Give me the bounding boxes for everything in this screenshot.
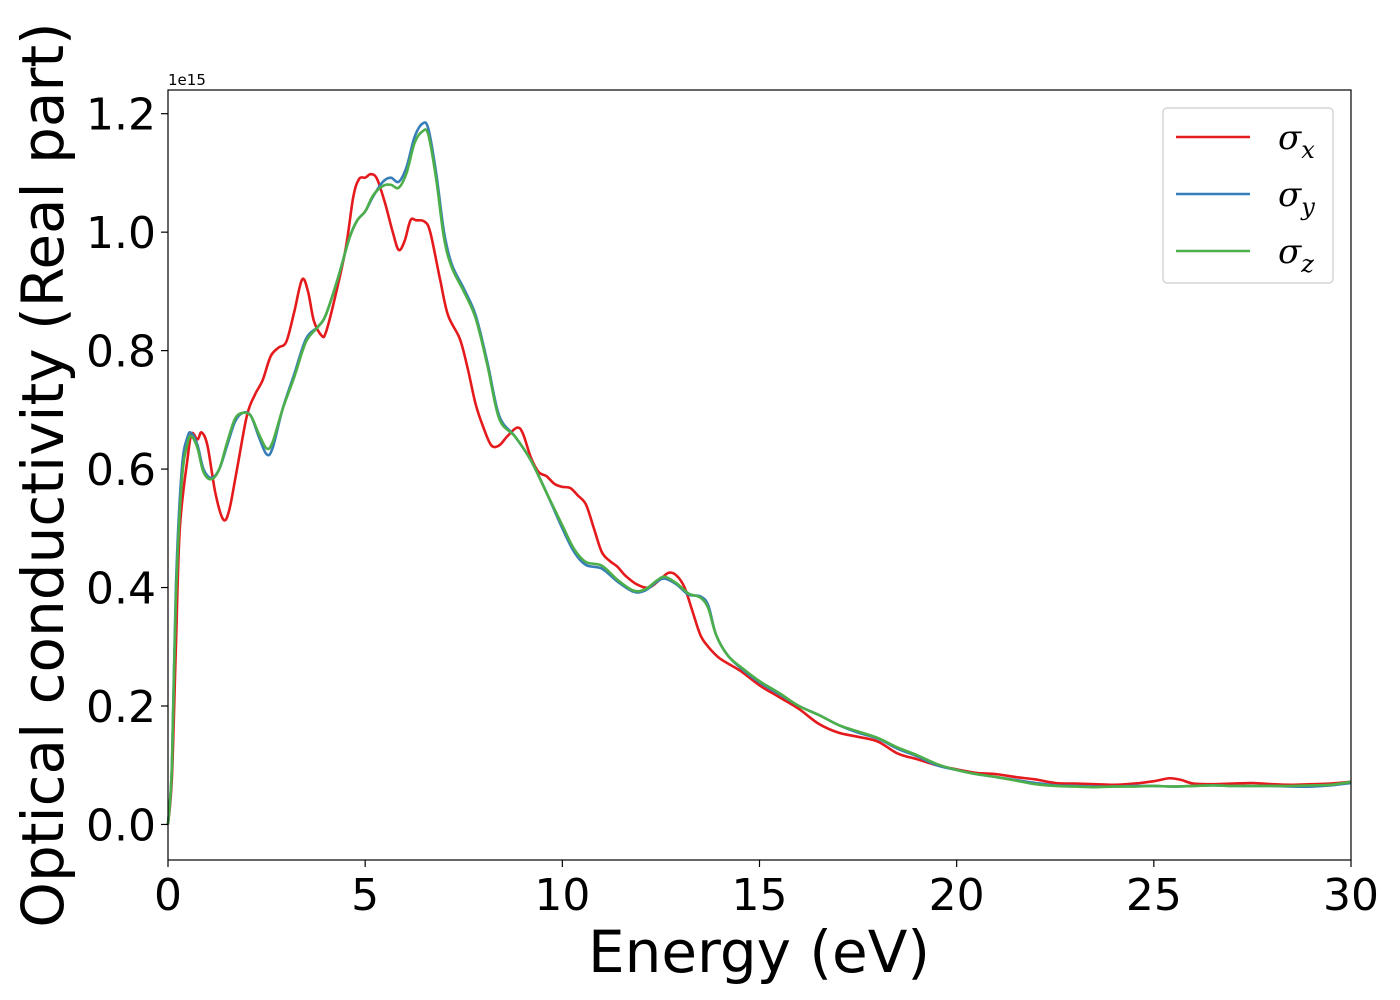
x-tick-label: 15 bbox=[732, 870, 788, 921]
series-line-x bbox=[166, 172, 1352, 825]
y-tick-label: 1.2 bbox=[86, 90, 156, 141]
x-tick-label: 0 bbox=[154, 870, 182, 921]
y-tick-label: 0.2 bbox=[86, 682, 156, 733]
legend-box bbox=[1162, 107, 1334, 284]
x-tick-label: 5 bbox=[351, 870, 379, 921]
x-axis-ticks: 0 5 10 15 20 25 30 bbox=[154, 860, 1379, 921]
y-tick-label: 0.0 bbox=[86, 800, 156, 851]
legend-label-z: σz bbox=[1278, 232, 1314, 278]
x-tick-label: 20 bbox=[929, 870, 985, 921]
x-tick-label: 25 bbox=[1126, 870, 1182, 921]
y-tick-label: 0.6 bbox=[86, 445, 156, 496]
y-offset-label: 1e15 bbox=[168, 71, 206, 89]
y-axis-title: Optical conductivity (Real part) bbox=[9, 22, 77, 927]
y-tick-label: 0.8 bbox=[86, 327, 156, 378]
x-axis-title: Energy (eV) bbox=[588, 918, 930, 986]
x-tick-label: 30 bbox=[1323, 870, 1379, 921]
y-tick-label: 1.0 bbox=[86, 208, 156, 259]
series-layer bbox=[166, 121, 1352, 825]
x-tick-label: 10 bbox=[534, 870, 590, 921]
series-line-z bbox=[166, 128, 1352, 825]
y-axis-ticks: 0.0 0.2 0.4 0.6 0.8 1.0 1.2 bbox=[86, 90, 168, 851]
y-tick-label: 0.4 bbox=[86, 564, 156, 615]
